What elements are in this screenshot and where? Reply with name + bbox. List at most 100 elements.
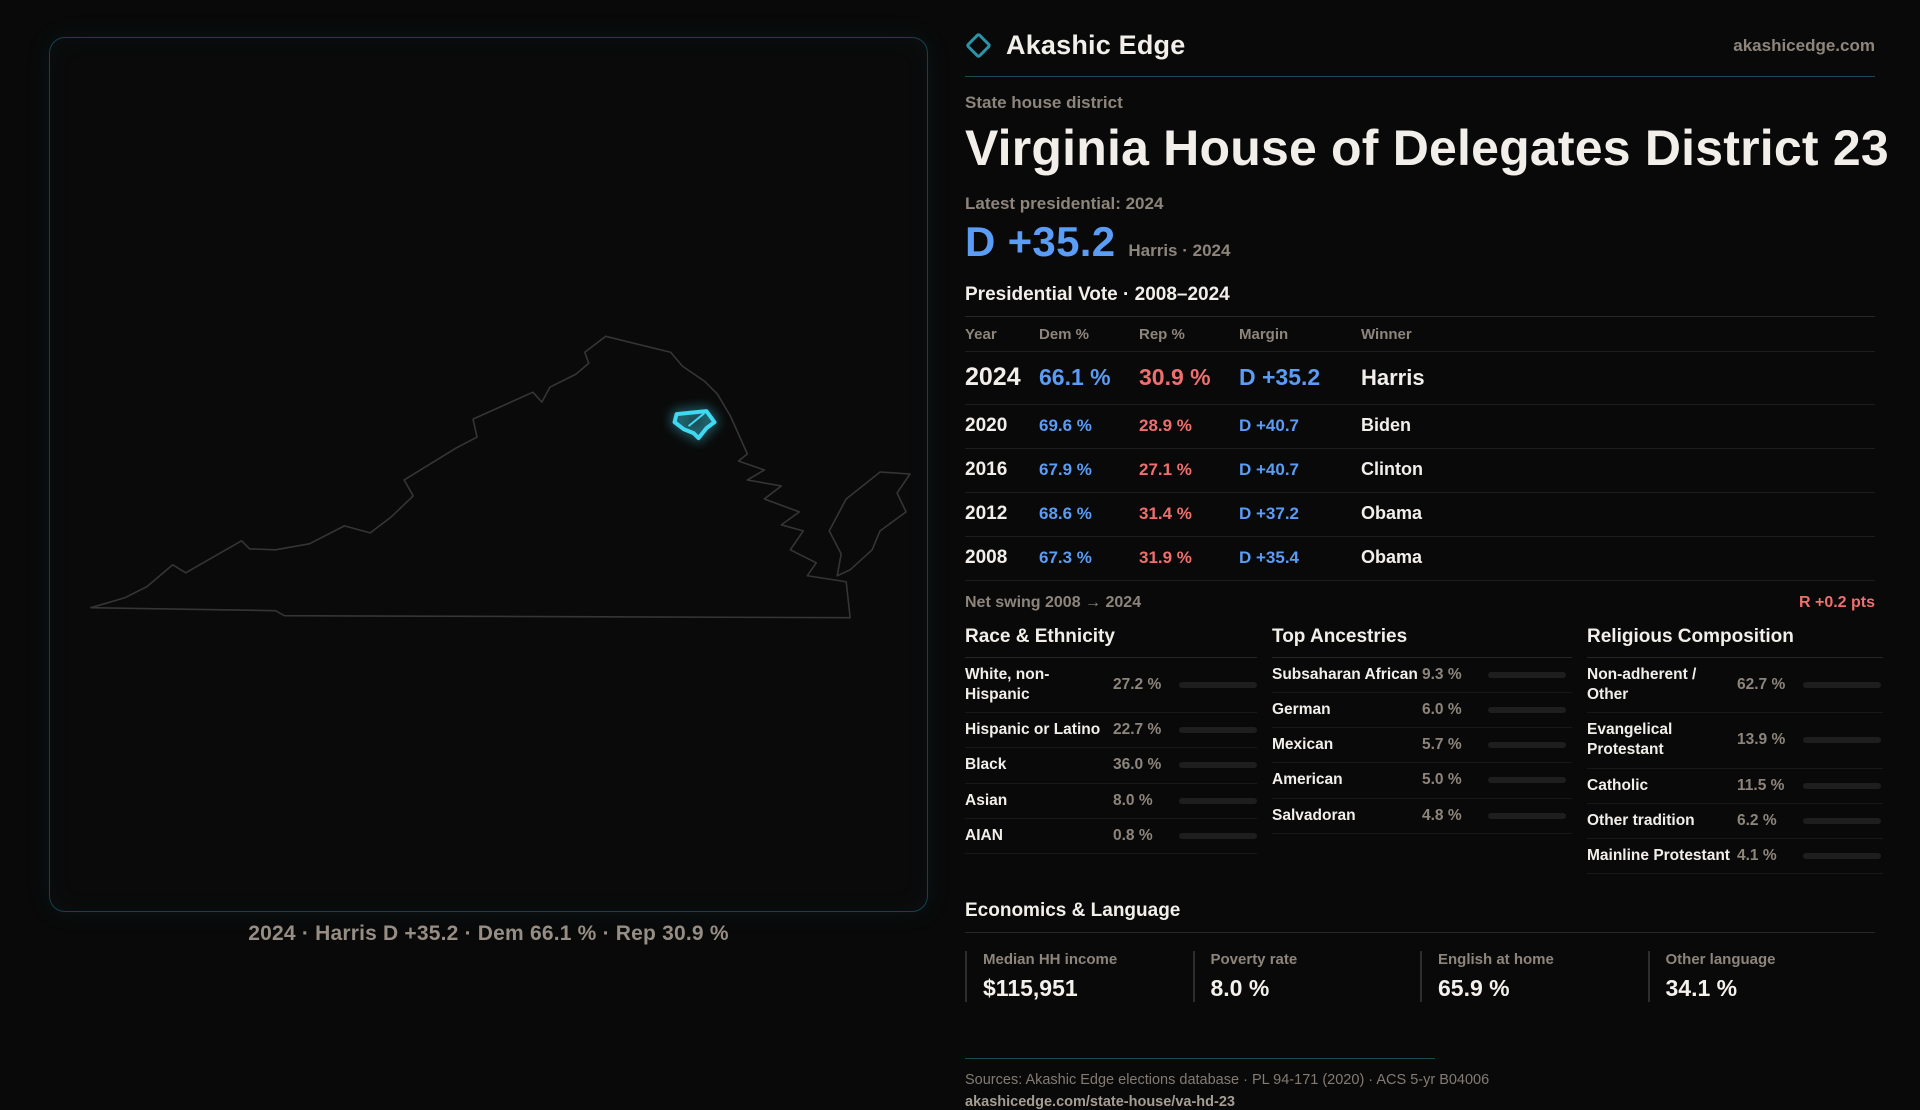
latest-presidential-label: Latest presidential: 2024 — [965, 194, 1164, 213]
stat-bar — [1803, 852, 1881, 859]
margin-cell: D +35.2 — [1239, 364, 1321, 390]
stat-label: Hispanic or Latino — [965, 721, 1101, 739]
panel-top-ancestries: Top Ancestries Subsaharan African 9.3 % … — [1272, 626, 1572, 874]
demographics-panels: Race & Ethnicity White, non-Hispanic 27.… — [965, 626, 1920, 874]
stat-bar — [1179, 797, 1257, 804]
footer: Sources: Akashic Edge elections database… — [965, 1057, 1920, 1110]
stat-row: Evangelical Protestant 13.9 % — [1587, 713, 1883, 769]
net-swing-row: Net swing 2008 → 2024 R +0.2 pts — [965, 594, 1920, 612]
stat-label: Asian — [965, 791, 1008, 809]
stat-bar — [1488, 812, 1566, 819]
stat-value: 8.0 % — [1210, 974, 1270, 1001]
stat-bar — [1179, 762, 1257, 769]
dem-cell: 67.9 % — [1039, 460, 1092, 479]
winner-cell: Clinton — [1361, 459, 1423, 479]
site-url[interactable]: akashicedge.com — [1733, 35, 1875, 55]
stat-label: Mainline Protestant — [1587, 846, 1730, 864]
stat-row: German 6.0 % — [1272, 693, 1572, 729]
margin-cell: D +40.7 — [1239, 416, 1300, 435]
brand-name: Akashic Edge — [1006, 30, 1186, 60]
stat-row: Salvadoran 4.8 % — [1272, 799, 1572, 834]
stat-poverty-rate: Poverty rate 8.0 % — [1192, 950, 1421, 1002]
table-row: 2024 66.1 % 30.9 % D +35.2 Harris — [965, 352, 1875, 405]
stat-bar — [1488, 672, 1566, 679]
rep-cell: 31.4 % — [1139, 504, 1192, 523]
net-swing-value: R +0.2 pts — [1798, 594, 1875, 611]
stat-value: 5.7 % — [1422, 736, 1462, 754]
kicker: State house district — [965, 93, 1123, 112]
stat-label: Poverty rate — [1210, 950, 1298, 968]
stat-row: Subsaharan African 9.3 % — [1272, 658, 1572, 694]
presidential-vote-table: Year Dem % Rep % Margin Winner 2024 66.1… — [965, 317, 1920, 581]
year-cell: 2008 — [965, 547, 1008, 568]
stat-row: Asian 8.0 % — [965, 784, 1257, 819]
vote-table-title: Presidential Vote · 2008–2024 — [965, 284, 1230, 305]
winner-cell: Obama — [1361, 503, 1423, 523]
virginia-map — [90, 335, 911, 619]
dem-cell: 68.6 % — [1039, 504, 1092, 523]
stat-value: 11.5 % — [1737, 776, 1785, 794]
table-row: 2020 69.6 % 28.9 % D +40.7 Biden — [965, 405, 1875, 449]
stat-row: Catholic 11.5 % — [1587, 769, 1883, 804]
winner-cell: Obama — [1361, 547, 1423, 567]
stat-row: Non-adherent / Other 62.7 % — [1587, 658, 1883, 714]
margin-cell: D +40.7 — [1239, 460, 1300, 479]
stat-value: $115,951 — [983, 974, 1078, 1001]
stat-row: Hispanic or Latino 22.7 % — [965, 713, 1257, 749]
diamond-logo-icon — [965, 32, 992, 59]
table-row: 2012 68.6 % 31.4 % D +37.2 Obama — [965, 493, 1875, 537]
stat-label: Mexican — [1272, 736, 1334, 754]
stat-bar — [1179, 682, 1257, 689]
panel-religious-composition: Religious Composition Non-adherent / Oth… — [1587, 626, 1883, 874]
panel-title: Religious Composition — [1587, 626, 1794, 647]
dem-cell: 69.6 % — [1039, 416, 1092, 435]
net-swing-label: Net swing 2008 → 2024 — [965, 594, 1142, 611]
winner-cell: Harris — [1361, 365, 1425, 390]
stat-label: Black — [965, 756, 1007, 774]
stat-value: 9.3 % — [1422, 666, 1462, 684]
stat-row: AIAN 0.8 % — [965, 819, 1257, 854]
headline-margin-row: D +35.2 Harris · 2024 — [965, 218, 1920, 266]
stat-row: Mexican 5.7 % — [1272, 728, 1572, 764]
col-margin: Margin — [1239, 326, 1289, 343]
permalink[interactable]: akashicedge.com/state-house/va-hd-23 — [965, 1093, 1235, 1110]
detail-column: Akashic Edge akashicedge.com State house… — [965, 0, 1920, 1110]
stat-value: 13.9 % — [1737, 731, 1786, 749]
table-row: 2016 67.9 % 27.1 % D +40.7 Clinton — [965, 449, 1875, 493]
panel-divider — [1272, 657, 1572, 658]
margin-cell: D +35.4 — [1239, 548, 1300, 567]
col-year: Year — [965, 326, 997, 343]
stat-label: Evangelical Protestant — [1587, 721, 1673, 759]
stat-value: 65.9 % — [1438, 974, 1510, 1001]
top-bar: Akashic Edge akashicedge.com — [965, 30, 1920, 61]
winner-cell: Biden — [1361, 415, 1412, 435]
stat-label: AIAN — [965, 826, 1003, 844]
stat-bar — [1488, 707, 1566, 714]
stat-value: 6.2 % — [1737, 811, 1777, 829]
margin-cell: D +37.2 — [1239, 504, 1300, 523]
stat-bar — [1488, 777, 1566, 784]
stat-label: Catholic — [1587, 776, 1649, 794]
stat-row: Black 36.0 % — [965, 748, 1257, 784]
stat-row: White, non-Hispanic 27.2 % — [965, 658, 1257, 714]
rep-cell: 28.9 % — [1139, 416, 1192, 435]
stat-bar — [1179, 727, 1257, 734]
stat-value: 36.0 % — [1113, 756, 1162, 774]
year-cell: 2016 — [965, 459, 1008, 480]
panel-divider — [1587, 657, 1883, 658]
stat-label: German — [1272, 701, 1331, 719]
page-title: Virginia House of Delegates District 23 — [965, 120, 1889, 176]
eastern-shore-outline — [828, 471, 911, 577]
panel-title: Race & Ethnicity — [965, 626, 1115, 647]
stat-value: 6.0 % — [1422, 701, 1462, 719]
state-map-panel — [49, 37, 928, 912]
stat-value: 4.8 % — [1422, 806, 1462, 824]
stat-value: 27.2 % — [1113, 676, 1162, 694]
stat-bar — [1488, 742, 1566, 749]
stat-label: Other tradition — [1587, 811, 1695, 829]
district-23-shape — [672, 409, 717, 441]
stat-label: American — [1272, 771, 1343, 789]
rep-cell: 27.1 % — [1139, 460, 1192, 479]
col-dem: Dem % — [1039, 326, 1090, 343]
stat-label: White, non-Hispanic — [965, 666, 1050, 704]
